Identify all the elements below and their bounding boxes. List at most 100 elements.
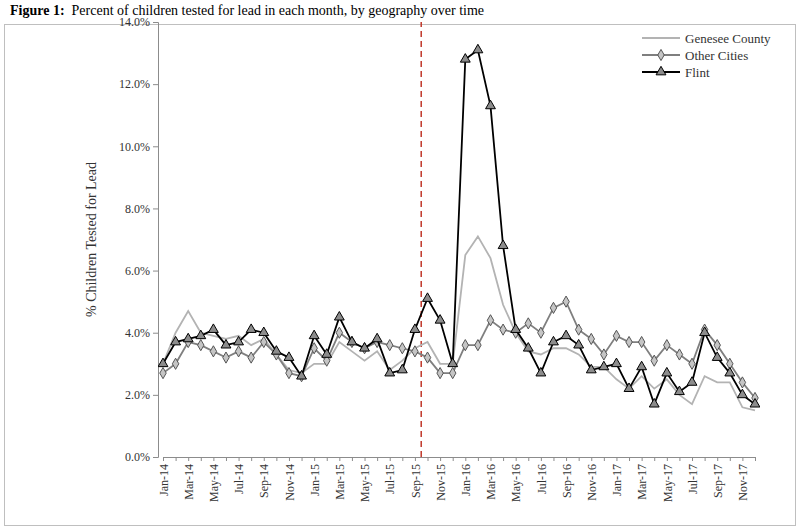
series-marker (322, 349, 332, 358)
series-marker (737, 389, 747, 398)
x-tick (654, 457, 655, 461)
series-marker (651, 355, 657, 366)
series-marker (750, 398, 760, 407)
series-marker (448, 358, 458, 367)
series-marker (334, 311, 344, 320)
x-tick (478, 457, 479, 461)
x-tick: Sep-16 (560, 457, 574, 498)
series-marker (221, 339, 231, 348)
x-tick-label: Sep-15 (409, 464, 423, 498)
x-tick-label: Nov-14 (283, 464, 297, 501)
legend-line (642, 37, 680, 39)
x-tick-mark (579, 457, 580, 461)
series-marker (739, 377, 745, 388)
x-tick-mark (365, 457, 366, 461)
x-tick-mark (402, 457, 403, 461)
series-marker (284, 352, 294, 361)
series-marker (196, 330, 206, 339)
chart-container: Figure 1: Percent of children tested for… (0, 0, 800, 530)
y-tick-mark (153, 84, 158, 85)
series-marker (347, 336, 357, 345)
x-tick (176, 457, 177, 461)
x-tick-label: Jan-15 (308, 464, 322, 496)
x-tick (402, 457, 403, 461)
series-marker (210, 346, 216, 357)
x-tick-label: May-14 (207, 464, 221, 502)
x-tick-label: May-16 (509, 464, 523, 502)
series-marker (575, 324, 581, 335)
series-marker (536, 367, 546, 376)
x-tick-mark (188, 457, 189, 461)
x-tick-mark (742, 457, 743, 461)
x-tick (327, 457, 328, 461)
x-tick-mark (201, 457, 202, 461)
x-tick-mark (642, 457, 643, 461)
series-marker (714, 340, 720, 351)
series-marker (261, 336, 267, 347)
x-tick-mark (251, 457, 252, 461)
x-tick-label: Nov-15 (434, 464, 448, 501)
series-marker (410, 324, 420, 333)
series-marker (700, 327, 710, 336)
series-marker (286, 368, 292, 379)
series-line (163, 50, 755, 404)
series-marker (664, 340, 670, 351)
y-tick-label: 14.0% (119, 15, 150, 29)
series-marker (624, 383, 634, 392)
x-tick-label: Sep-14 (257, 464, 271, 498)
x-tick (453, 457, 454, 461)
x-tick (705, 457, 706, 461)
series-marker (423, 293, 433, 302)
x-tick: Jul-14 (232, 457, 246, 494)
x-tick-mark (415, 457, 416, 461)
y-tick: 4.0% (125, 326, 158, 340)
series-marker (437, 368, 443, 379)
x-tick (528, 457, 529, 461)
series-marker (500, 324, 506, 335)
y-tick-label: 6.0% (125, 264, 150, 278)
x-tick-mark (339, 457, 340, 461)
plot-area (158, 22, 760, 457)
x-tick-mark (176, 457, 177, 461)
series-marker (234, 336, 244, 345)
series-marker (208, 324, 218, 333)
series-marker (586, 364, 596, 373)
x-tick-mark (616, 457, 617, 461)
series-marker (158, 358, 168, 367)
series-marker (549, 336, 559, 345)
series-marker (171, 336, 181, 345)
y-tick-mark (153, 146, 158, 147)
x-tick-mark (314, 457, 315, 461)
x-tick-label: Nov-16 (585, 464, 599, 501)
series-marker (637, 361, 647, 370)
x-tick-mark (213, 457, 214, 461)
x-tick: Nov-16 (585, 457, 599, 501)
legend: Genesee CountyOther CitiesFlint (642, 31, 771, 80)
series-marker (172, 358, 178, 369)
x-tick: Jul-17 (686, 457, 700, 494)
x-tick (679, 457, 680, 461)
series-marker (223, 352, 229, 363)
series-marker (435, 315, 445, 324)
series-marker (498, 240, 508, 249)
x-tick-mark (730, 457, 731, 461)
series-marker (198, 340, 204, 351)
x-tick-mark (692, 457, 693, 461)
x-tick-label: May-17 (661, 464, 675, 502)
series-marker (626, 336, 632, 347)
x-tick-mark (390, 457, 391, 461)
y-axis: 0.0%2.0%4.0%6.0%8.0%10.0%12.0%14.0% (119, 15, 159, 464)
x-tick-mark (478, 457, 479, 461)
series-marker (649, 398, 659, 407)
x-tick (629, 457, 630, 461)
y-tick-mark (153, 22, 158, 23)
y-tick-mark (153, 208, 158, 209)
x-tick: Jan-17 (610, 457, 624, 496)
legend-label: Flint (685, 65, 710, 80)
series-marker (676, 349, 682, 360)
series-line (163, 236, 755, 410)
x-tick: Jul-15 (383, 457, 397, 494)
x-tick: Nov-14 (283, 457, 297, 501)
x-tick: Mar-14 (182, 457, 196, 500)
series-marker (675, 386, 685, 395)
